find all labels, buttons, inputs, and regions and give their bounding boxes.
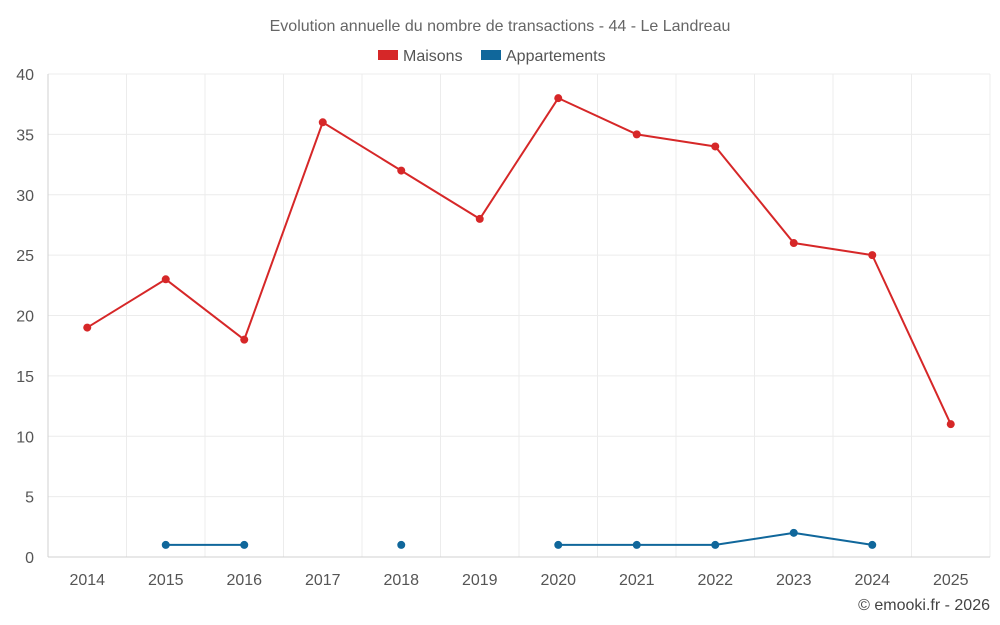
data-point-maisons[interactable] — [868, 251, 877, 260]
data-point-maisons[interactable] — [397, 166, 406, 175]
legend-label-appartements[interactable]: Appartements — [506, 48, 606, 65]
x-tick-label: 2022 — [697, 572, 733, 589]
x-axis-ticks: 2014 2015 2016 2017 2018 2019 2020 2021 2022 2023… — [69, 572, 968, 589]
data-point-appartements[interactable] — [161, 540, 170, 549]
y-tick-label: 30 — [16, 188, 34, 205]
grid — [47, 73, 991, 558]
y-tick-label: 10 — [16, 429, 34, 446]
series-line-maisons — [86, 97, 952, 425]
y-tick-label: 0 — [25, 550, 34, 567]
x-tick-label: 2019 — [462, 572, 498, 589]
data-point-maisons[interactable] — [711, 142, 720, 151]
copyright-footer: © emooki.fr - 2026 — [858, 597, 990, 614]
y-tick-label: 35 — [16, 127, 34, 144]
data-point-maisons[interactable] — [83, 323, 92, 332]
series-layer — [83, 94, 955, 549]
data-point-appartements[interactable] — [397, 540, 406, 549]
x-tick-label: 2018 — [383, 572, 419, 589]
x-tick-label: 2017 — [305, 572, 341, 589]
legend: Maisons Appartements — [378, 48, 606, 65]
x-tick-label: 2025 — [933, 572, 969, 589]
x-tick-label: 2015 — [148, 572, 184, 589]
data-point-maisons[interactable] — [318, 118, 327, 127]
chart-title: Evolution annuelle du nombre de transact… — [270, 18, 731, 35]
data-point-maisons[interactable] — [946, 420, 955, 429]
y-tick-label: 40 — [16, 67, 34, 84]
data-point-appartements[interactable] — [632, 540, 641, 549]
x-tick-label: 2024 — [854, 572, 890, 589]
y-tick-label: 15 — [16, 369, 34, 386]
y-tick-label: 20 — [16, 309, 34, 326]
data-point-appartements[interactable] — [868, 540, 877, 549]
x-tick-label: 2020 — [540, 572, 576, 589]
data-point-maisons[interactable] — [161, 275, 170, 284]
series-maisons — [83, 94, 955, 429]
y-axis-ticks: 0 5 10 15 20 25 30 35 40 — [16, 67, 34, 567]
data-point-maisons[interactable] — [475, 214, 484, 223]
data-point-maisons[interactable] — [554, 94, 563, 103]
x-tick-label: 2016 — [226, 572, 262, 589]
data-point-appartements[interactable] — [240, 540, 249, 549]
legend-swatch-appartements[interactable] — [481, 50, 501, 60]
data-point-appartements[interactable] — [554, 540, 563, 549]
axes — [47, 74, 990, 558]
y-tick-label: 5 — [25, 490, 34, 507]
x-tick-label: 2021 — [619, 572, 655, 589]
data-point-maisons[interactable] — [240, 335, 249, 344]
y-tick-label: 25 — [16, 248, 34, 265]
series-appartements — [161, 528, 877, 549]
data-point-appartements[interactable] — [711, 540, 720, 549]
x-tick-label: 2014 — [69, 572, 105, 589]
data-point-appartements[interactable] — [789, 528, 798, 537]
data-point-maisons[interactable] — [789, 239, 798, 248]
x-tick-label: 2023 — [776, 572, 812, 589]
data-point-maisons[interactable] — [632, 130, 641, 139]
legend-label-maisons[interactable]: Maisons — [403, 48, 463, 65]
legend-swatch-maisons[interactable] — [378, 50, 398, 60]
